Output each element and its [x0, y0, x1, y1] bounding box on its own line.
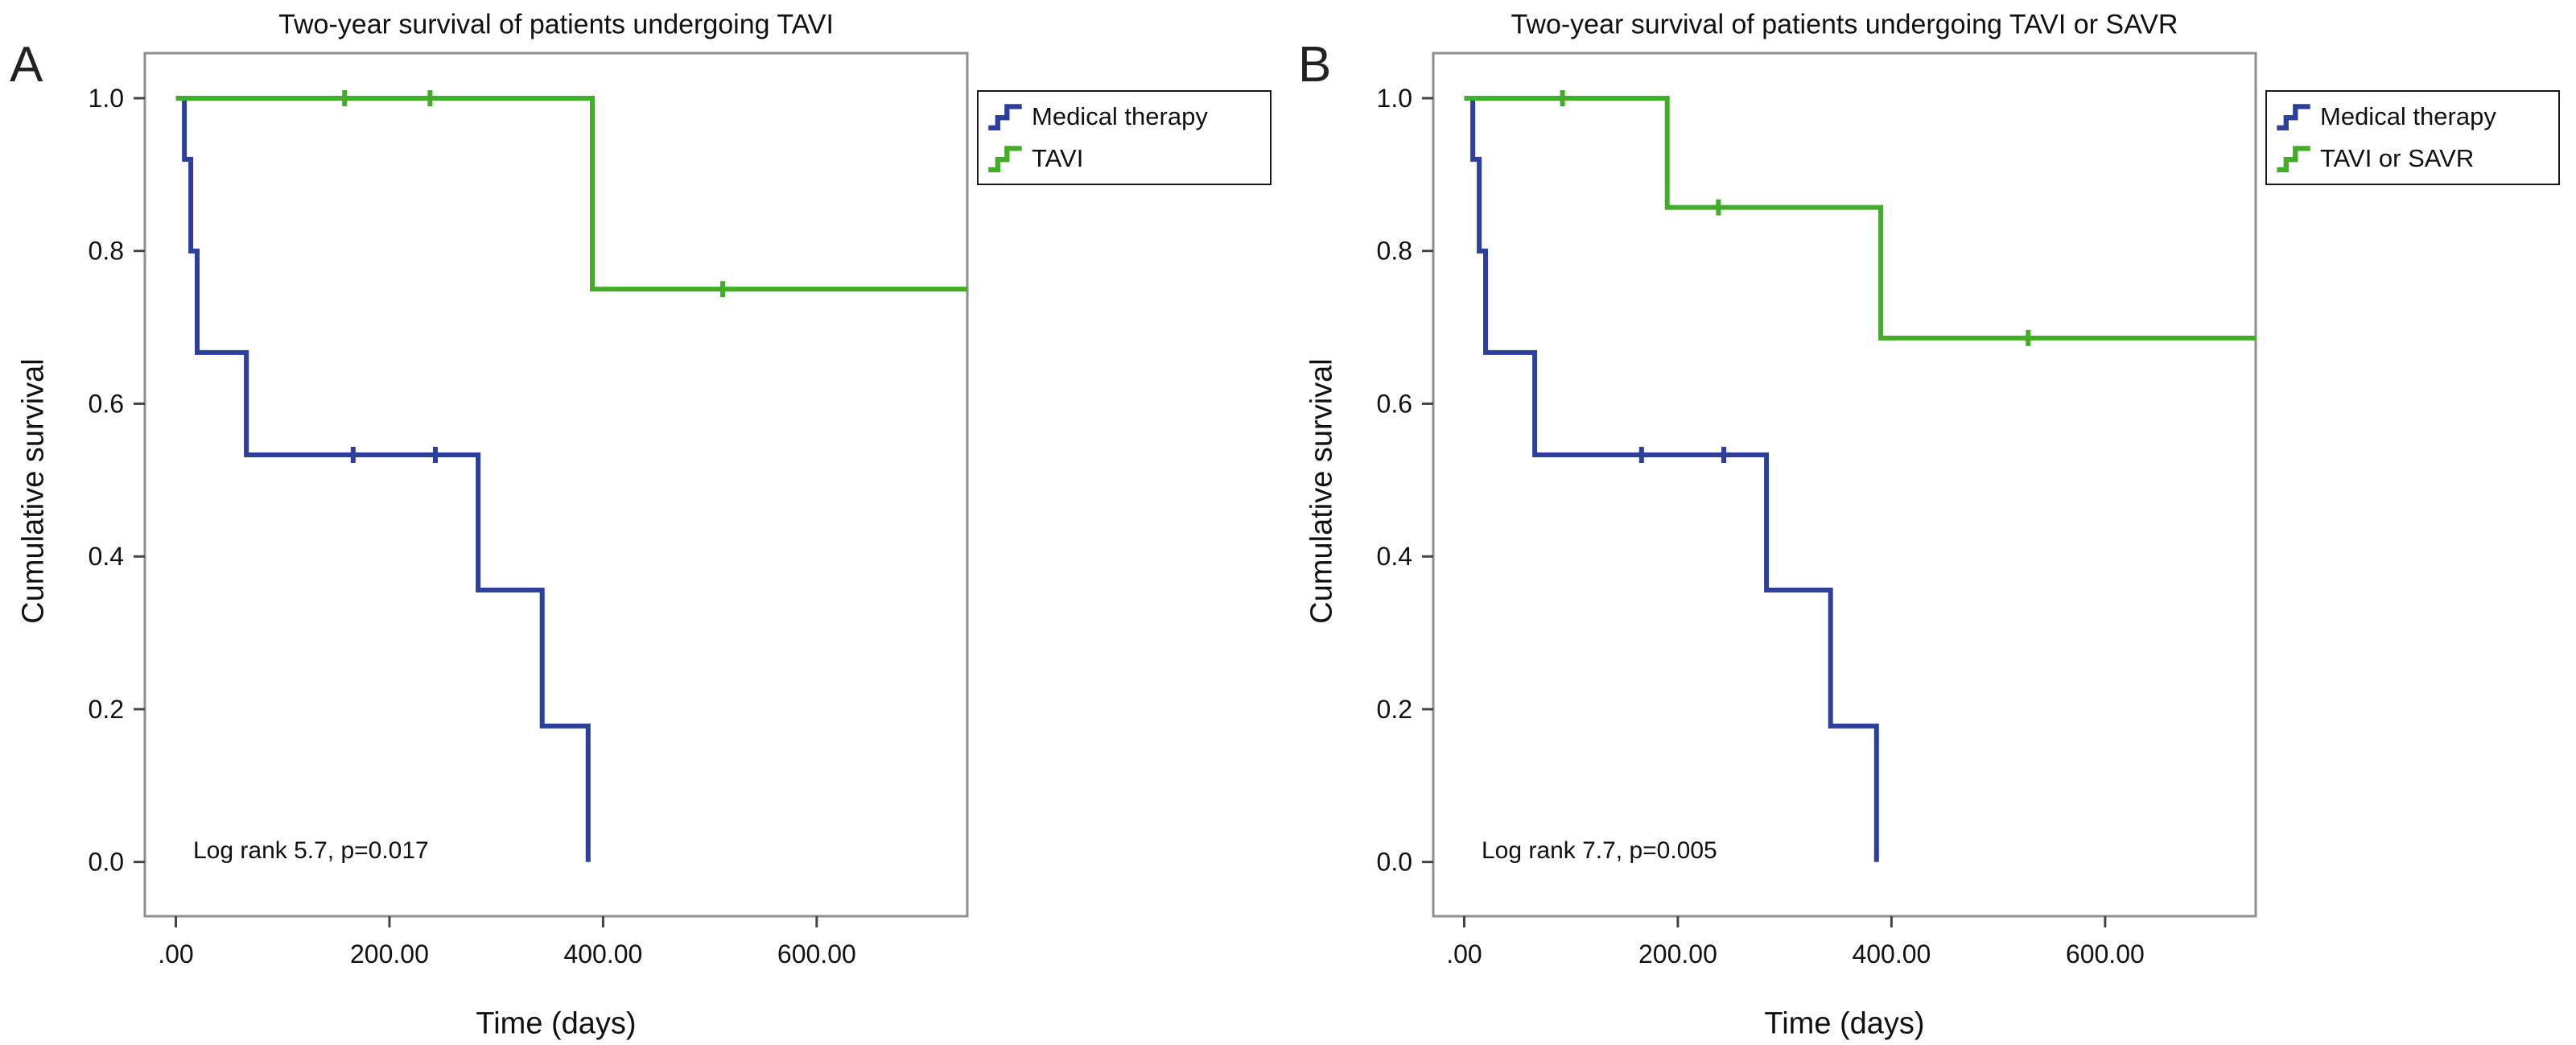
- chart-title: Two-year survival of patients undergoing…: [1511, 9, 2178, 40]
- legend-label: Medical therapy: [2320, 102, 2496, 130]
- legend-item-tavi: TAVI: [979, 138, 1270, 180]
- legend-item-medical-therapy: Medical therapy: [979, 96, 1270, 138]
- svg-text:600.00: 600.00: [777, 940, 856, 969]
- svg-text:400.00: 400.00: [1852, 940, 1931, 969]
- panel-letter-b: B: [1298, 37, 1332, 93]
- svg-text:0.6: 0.6: [1377, 389, 1412, 418]
- x-axis-label: Time (days): [476, 1006, 637, 1041]
- svg-text:0.4: 0.4: [89, 542, 124, 571]
- svg-text:1.0: 1.0: [1377, 84, 1412, 113]
- km-plot-svg: .00 200.00 400.00 600.00 0.0 0.2 0.4 0.6 0.8 1.0: [89, 52, 969, 969]
- panel-letter-a: A: [10, 37, 43, 93]
- step-line-icon: [988, 104, 1022, 130]
- legend: Medical therapy TAVI: [977, 90, 1272, 185]
- svg-text:0.8: 0.8: [1377, 237, 1412, 266]
- legend-item-medical-therapy: Medical therapy: [2267, 96, 2558, 138]
- svg-text:.00: .00: [1446, 940, 1482, 969]
- legend-label: TAVI: [1032, 144, 1084, 172]
- panel-a: A Two-year survival of patients undergoi…: [10, 9, 1272, 1041]
- legend-item-tavi-or-savr: TAVI or SAVR: [2267, 138, 2558, 180]
- chart-title: Two-year survival of patients undergoing…: [278, 9, 834, 40]
- svg-text:0.8: 0.8: [89, 237, 124, 266]
- x-axis-label: Time (days): [1764, 1006, 1925, 1041]
- svg-text:0.2: 0.2: [89, 695, 124, 724]
- km-plot-svg: .00 200.00 400.00 600.00 0.0 0.2 0.4 0.6 0.8 1.0: [1377, 52, 2257, 969]
- step-line-icon: [988, 146, 1022, 172]
- legend-label: Medical therapy: [1032, 102, 1208, 130]
- svg-text:0.0: 0.0: [89, 848, 124, 877]
- svg-text:0.6: 0.6: [89, 389, 124, 418]
- log-rank-annotation: Log rank 7.7, p=0.005: [1482, 837, 1717, 864]
- panel-b: B Two-year survival of patients undergoi…: [1288, 0, 2576, 1045]
- step-line-icon: [2277, 146, 2310, 172]
- svg-text:600.00: 600.00: [2066, 940, 2145, 969]
- svg-text:200.00: 200.00: [1638, 940, 1717, 969]
- svg-text:400.00: 400.00: [563, 940, 642, 969]
- svg-text:.00: .00: [158, 940, 193, 969]
- svg-text:0.2: 0.2: [1377, 695, 1412, 724]
- svg-text:0.4: 0.4: [1377, 542, 1412, 571]
- svg-text:200.00: 200.00: [350, 940, 429, 969]
- legend: Medical therapy TAVI or SAVR: [2265, 90, 2560, 185]
- svg-text:1.0: 1.0: [89, 84, 124, 113]
- step-line-icon: [2277, 104, 2310, 130]
- svg-text:0.0: 0.0: [1377, 848, 1412, 877]
- legend-label: TAVI or SAVR: [2320, 144, 2475, 172]
- log-rank-annotation: Log rank 5.7, p=0.017: [193, 837, 429, 864]
